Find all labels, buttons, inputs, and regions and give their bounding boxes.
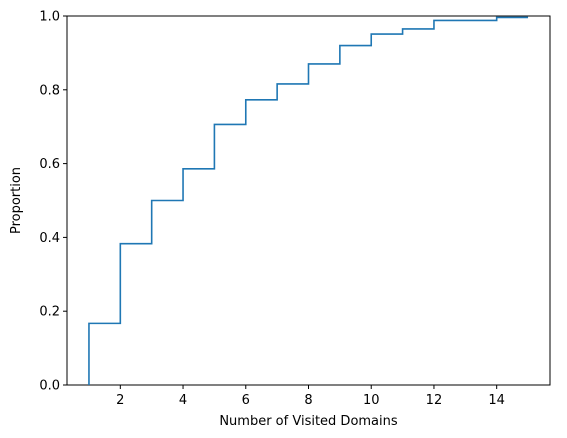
y-tick-label: 0.8 <box>39 83 60 98</box>
x-tick-label: 12 <box>426 393 443 408</box>
x-tick-label: 10 <box>363 393 380 408</box>
x-tick-label: 14 <box>488 393 505 408</box>
y-tick-label: 0.6 <box>39 157 60 172</box>
ecdf-step-line <box>88 16 529 385</box>
x-axis-title: Number of Visited Domains <box>219 414 398 429</box>
y-axis-title: Proportion <box>9 167 24 234</box>
x-tick-label: 4 <box>179 393 187 408</box>
y-tick-label: 0.4 <box>39 231 60 246</box>
y-axis: 0.0 0.2 0.4 0.6 0.8 1.0 <box>39 10 67 394</box>
x-tick-label: 2 <box>116 393 124 408</box>
y-tick-label: 1.0 <box>39 10 60 25</box>
x-axis: 2 4 6 8 10 12 14 <box>116 385 505 408</box>
x-tick-label: 6 <box>242 393 250 408</box>
y-tick-label: 0.0 <box>39 379 60 394</box>
x-tick-label: 8 <box>304 393 312 408</box>
y-tick-label: 0.2 <box>39 305 60 320</box>
